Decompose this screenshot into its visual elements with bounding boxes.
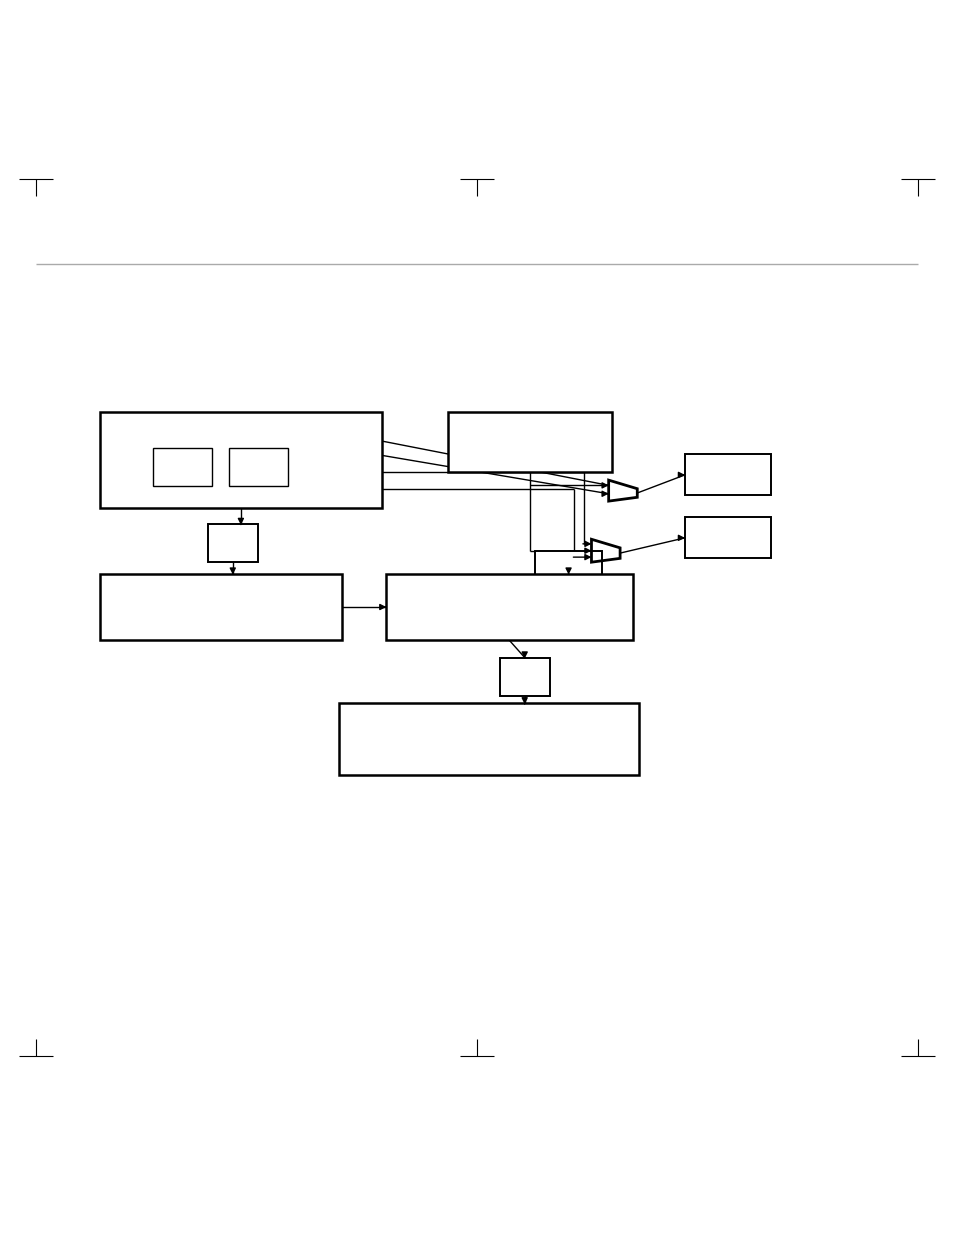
Bar bbox=[386, 573, 632, 641]
Bar bbox=[684, 517, 770, 558]
Bar bbox=[229, 448, 288, 485]
Bar bbox=[208, 524, 257, 562]
Bar bbox=[684, 454, 770, 495]
Bar bbox=[535, 551, 601, 589]
Bar bbox=[100, 412, 381, 508]
Bar bbox=[152, 448, 212, 485]
Bar bbox=[448, 412, 612, 473]
Bar bbox=[338, 704, 639, 774]
Bar bbox=[100, 573, 341, 641]
Bar bbox=[499, 657, 549, 695]
